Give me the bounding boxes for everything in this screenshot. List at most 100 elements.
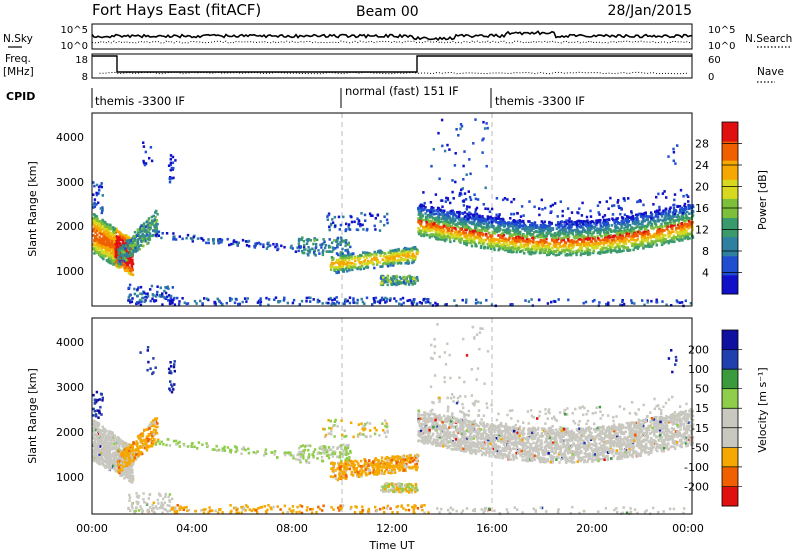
scatter-cell [688, 220, 690, 223]
scatter-cell [179, 235, 181, 238]
scatter-cell [307, 246, 309, 249]
scatter-cell [623, 240, 625, 243]
scatter-cell [295, 250, 297, 253]
scatter-cell [470, 221, 472, 224]
scatter-cell [533, 206, 535, 209]
scatter-cell [659, 239, 661, 242]
scatter-cell [132, 247, 134, 250]
scatter-cell [142, 245, 144, 248]
scatter-cell [430, 223, 432, 226]
scatter-cell [471, 245, 473, 248]
scatter-cell [299, 303, 301, 306]
scatter-cell [329, 238, 331, 241]
scatter-cell [506, 198, 508, 201]
scatter-cell [199, 300, 201, 303]
scatter-cell [474, 245, 476, 248]
scatter-cell [568, 217, 570, 220]
scatter-cell [108, 239, 110, 242]
scatter-cell [658, 234, 660, 237]
scatter-cell [315, 243, 317, 246]
scatter-cell [433, 222, 435, 225]
scatter-cell [280, 245, 282, 248]
scatter-cell [633, 227, 635, 230]
scatter-cell [607, 302, 609, 305]
scatter-cell [674, 213, 676, 216]
scatter-cell [125, 245, 127, 248]
scatter-cell [238, 242, 240, 245]
scatter-cell [495, 214, 497, 217]
scatter-cell [160, 237, 162, 240]
scatter-cell [120, 263, 122, 266]
scatter-cell [474, 230, 476, 233]
scatter-cell [590, 215, 592, 218]
scatter-cell [380, 282, 382, 285]
scatter-cell [528, 220, 530, 223]
scatter-cell [267, 245, 269, 248]
scatter-cell [384, 301, 386, 304]
scatter-cell [447, 215, 449, 218]
scatter-cell [688, 207, 690, 210]
scatter-cell [390, 264, 392, 267]
scatter-cell [597, 228, 599, 231]
scatter-cell [262, 243, 264, 246]
scatter-cell [477, 198, 479, 201]
scatter-cell [373, 301, 375, 304]
scatter-cell [482, 121, 484, 124]
scatter-cell [597, 237, 599, 240]
scatter-cell [338, 271, 340, 274]
scatter-cell [491, 235, 493, 238]
power-ylabel: Slant Range [km] [26, 161, 39, 257]
scatter-cell [329, 297, 331, 300]
scatter-cell [386, 219, 388, 222]
scatter-cell [136, 301, 138, 304]
freq-right-tick-top: 60 [708, 55, 721, 66]
scatter-cell [103, 255, 105, 258]
scatter-cell [411, 302, 413, 305]
freq-right-label: Nave [757, 66, 784, 78]
scatter-cell [685, 236, 687, 239]
scatter-cell [634, 233, 636, 236]
scatter-cell [487, 217, 489, 220]
scatter-cell [525, 245, 527, 248]
scatter-cell [442, 222, 444, 225]
colorbar-swatch [722, 275, 738, 295]
scatter-cell [664, 217, 666, 220]
scatter-cell [148, 217, 150, 220]
scatter-cell [621, 250, 623, 253]
scatter-cell [492, 239, 494, 242]
scatter-cell [213, 242, 215, 245]
scatter-cell [237, 303, 239, 306]
scatter-cell [344, 245, 346, 248]
scatter-cell [559, 245, 561, 248]
scatter-cell [399, 253, 401, 256]
scatter-cell [495, 227, 497, 230]
scatter-cell [660, 233, 662, 236]
scatter-cell [641, 223, 643, 226]
scatter-cell [567, 239, 569, 242]
scatter-cell [311, 248, 313, 251]
scatter-cell [230, 243, 232, 246]
scatter-cell [632, 217, 634, 220]
scatter-cell [532, 237, 534, 240]
scatter-cell [607, 207, 609, 210]
scatter-cell [203, 297, 205, 300]
scatter-cell [461, 212, 463, 215]
scatter-cell [277, 248, 279, 251]
scatter-cell [632, 238, 634, 241]
scatter-cell [538, 207, 540, 210]
scatter-cell [446, 144, 448, 147]
scatter-cell [469, 232, 471, 235]
scatter-cell [606, 231, 608, 234]
scatter-cell [229, 297, 231, 300]
scatter-cell [626, 232, 628, 235]
scatter-cell [94, 239, 96, 242]
scatter-cell [351, 262, 353, 265]
scatter-cell [136, 235, 138, 238]
scatter-cell [572, 233, 574, 236]
scatter-cell [591, 234, 593, 237]
scatter-cell [242, 239, 244, 242]
scatter-cell [107, 246, 109, 249]
scatter-cell [591, 240, 593, 243]
scatter-cell [351, 221, 353, 224]
scatter-cell [504, 224, 506, 227]
